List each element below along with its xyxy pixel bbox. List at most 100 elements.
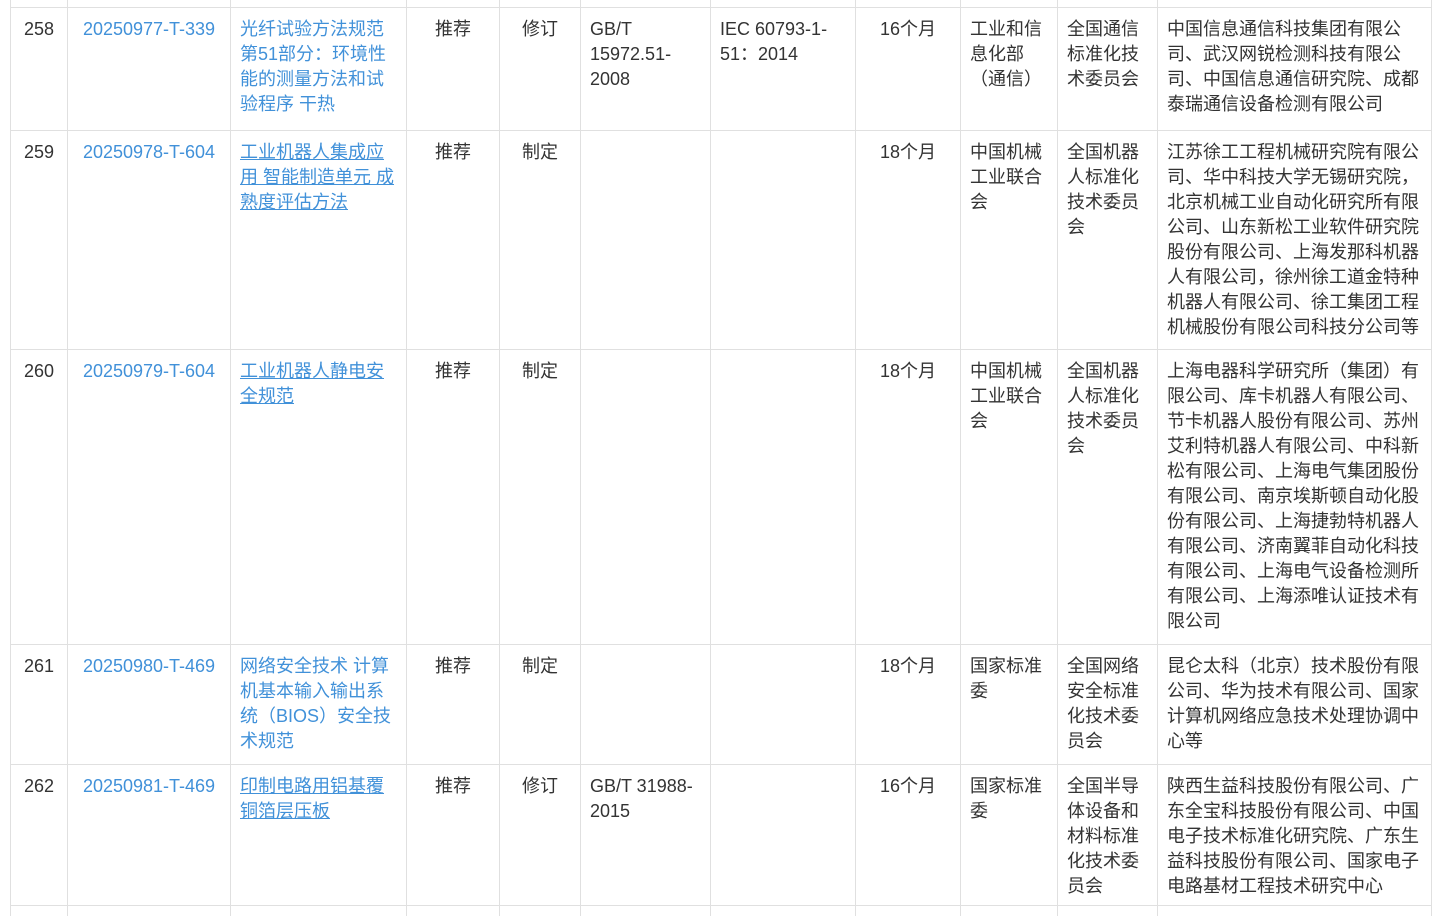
type-text: 制定 <box>522 655 558 676</box>
cell-seq: 261 <box>10 643 68 765</box>
committee-text: 全国通信标准化技术委员会 <box>1067 18 1139 89</box>
seq-number: 260 <box>23 360 55 381</box>
table-row: 261 20250980-T-469 网络安全技术 计算机基本输入输出系统（BI… <box>10 643 1432 765</box>
committee-text: 全国机器人标准化技术委员会 <box>1067 141 1139 237</box>
partial-row-bottom <box>10 904 1432 916</box>
duration-text: 18个月 <box>879 360 937 381</box>
plan-id-link[interactable]: 20250980-T-469 <box>82 655 216 676</box>
cell-department: 国家标准委 <box>960 763 1058 906</box>
cell-duration: 16个月 <box>855 763 961 906</box>
cell-standard-name: 光纤试验方法规范 第51部分：环境性能的测量方法和试验程序 干热 <box>230 6 407 131</box>
cell-type: 修订 <box>499 6 581 131</box>
cell-type: 修订 <box>499 763 581 906</box>
committee-text: 全国网络安全标准化技术委员会 <box>1067 655 1139 751</box>
cell-committee: 全国机器人标准化技术委员会 <box>1057 129 1158 350</box>
seq-number: 258 <box>23 18 55 39</box>
level-text: 推荐 <box>435 18 471 39</box>
duration-text: 16个月 <box>879 775 937 796</box>
plan-id-link[interactable]: 20250977-T-339 <box>82 18 216 39</box>
standard-name-link[interactable]: 光纤试验方法规范 第51部分：环境性能的测量方法和试验程序 干热 <box>240 18 387 114</box>
level-text: 推荐 <box>435 360 471 381</box>
cell-committee: 全国网络安全标准化技术委员会 <box>1057 643 1158 765</box>
table-row: 259 20250978-T-604 工业机器人集成应用 智能制造单元 成熟度评… <box>10 129 1432 350</box>
type-text: 制定 <box>522 141 558 162</box>
type-text: 修订 <box>522 775 558 796</box>
cell-plan-id: 20250981-T-469 <box>67 763 231 906</box>
cell-committee: 全国半导体设备和材料标准化技术委员会 <box>1057 763 1158 906</box>
organizations-text: 陕西生益科技股份有限公司、广东全宝科技股份有限公司、中国电子技术标准化研究院、广… <box>1167 775 1419 896</box>
standard-name-link[interactable]: 工业机器人静电安全规范 <box>240 360 384 406</box>
standard-name-link[interactable]: 网络安全技术 计算机基本输入输出系统（BIOS）安全技术规范 <box>240 655 392 751</box>
cell-international-standard <box>710 763 856 906</box>
level-text: 推荐 <box>435 655 471 676</box>
organizations-text: 昆仑太科（北京）技术股份有限公司、华为技术有限公司、国家计算机网络应急技术处理协… <box>1167 655 1419 751</box>
duration-text: 18个月 <box>879 655 937 676</box>
plan-id-link[interactable]: 20250981-T-469 <box>82 775 216 796</box>
organizations-text: 中国信息通信科技集团有限公司、武汉网锐检测科技有限公司、中国信息通信研究院、成都… <box>1167 18 1419 114</box>
international-standard-text: IEC 60793-1-51：2014 <box>720 18 828 64</box>
cell-standard-name: 网络安全技术 计算机基本输入输出系统（BIOS）安全技术规范 <box>230 643 407 765</box>
partial-row-top <box>10 0 1432 8</box>
organizations-text: 江苏徐工工程机械研究院有限公司、华中科技大学无锡研究院，北京机械工业自动化研究所… <box>1167 141 1419 337</box>
cell-plan-id: 20250980-T-469 <box>67 643 231 765</box>
cell-seq: 258 <box>10 6 68 131</box>
replaced-standard-text: GB/T 15972.51-2008 <box>590 18 672 89</box>
cell-replaced-standard: GB/T 15972.51-2008 <box>580 6 711 131</box>
plan-id-link[interactable]: 20250978-T-604 <box>82 141 216 162</box>
department-text: 中国机械工业联合会 <box>970 141 1042 212</box>
cell-seq: 259 <box>10 129 68 350</box>
table-body: 258 20250977-T-339 光纤试验方法规范 第51部分：环境性能的测… <box>10 0 1432 916</box>
table-row: 262 20250981-T-469 印制电路用铝基覆铜箔层压板 推荐 修订 G… <box>10 763 1432 906</box>
standard-name-link[interactable]: 印制电路用铝基覆铜箔层压板 <box>240 775 384 821</box>
cell-department: 国家标准委 <box>960 643 1058 765</box>
cell-level: 推荐 <box>406 348 500 645</box>
cell-plan-id: 20250977-T-339 <box>67 6 231 131</box>
cell-standard-name: 工业机器人集成应用 智能制造单元 成熟度评估方法 <box>230 129 407 350</box>
cell-organizations: 江苏徐工工程机械研究院有限公司、华中科技大学无锡研究院，北京机械工业自动化研究所… <box>1157 129 1432 350</box>
cell-organizations: 上海电器科学研究所（集团）有限公司、库卡机器人有限公司、节卡机器人股份有限公司、… <box>1157 348 1432 645</box>
committee-text: 全国机器人标准化技术委员会 <box>1067 360 1139 456</box>
standard-name-link[interactable]: 工业机器人集成应用 智能制造单元 成熟度评估方法 <box>240 141 395 212</box>
cell-plan-id: 20250978-T-604 <box>67 129 231 350</box>
cell-international-standard <box>710 348 856 645</box>
cell-organizations: 陕西生益科技股份有限公司、广东全宝科技股份有限公司、中国电子技术标准化研究院、广… <box>1157 763 1432 906</box>
cell-seq: 260 <box>10 348 68 645</box>
cell-level: 推荐 <box>406 643 500 765</box>
level-text: 推荐 <box>435 141 471 162</box>
department-text: 国家标准委 <box>970 655 1042 701</box>
cell-committee: 全国机器人标准化技术委员会 <box>1057 348 1158 645</box>
cell-duration: 16个月 <box>855 6 961 131</box>
cell-department: 中国机械工业联合会 <box>960 348 1058 645</box>
cell-type: 制定 <box>499 129 581 350</box>
cell-organizations: 昆仑太科（北京）技术股份有限公司、华为技术有限公司、国家计算机网络应急技术处理协… <box>1157 643 1432 765</box>
cell-committee: 全国通信标准化技术委员会 <box>1057 6 1158 131</box>
replaced-standard-text: GB/T 31988-2015 <box>590 775 693 821</box>
table-row: 260 20250979-T-604 工业机器人静电安全规范 推荐 制定 18个… <box>10 348 1432 645</box>
cell-replaced-standard: GB/T 31988-2015 <box>580 763 711 906</box>
type-text: 制定 <box>522 360 558 381</box>
cell-international-standard: IEC 60793-1-51：2014 <box>710 6 856 131</box>
cell-duration: 18个月 <box>855 129 961 350</box>
seq-number: 259 <box>23 141 55 162</box>
department-text: 中国机械工业联合会 <box>970 360 1042 431</box>
cell-level: 推荐 <box>406 6 500 131</box>
standards-plan-table: 258 20250977-T-339 光纤试验方法规范 第51部分：环境性能的测… <box>10 0 1432 916</box>
department-text: 工业和信息化部（通信） <box>970 18 1042 89</box>
seq-number: 262 <box>23 775 55 796</box>
seq-number: 261 <box>23 655 55 676</box>
cell-replaced-standard <box>580 348 711 645</box>
cell-department: 工业和信息化部（通信） <box>960 6 1058 131</box>
cell-replaced-standard <box>580 643 711 765</box>
cell-duration: 18个月 <box>855 643 961 765</box>
cell-standard-name: 工业机器人静电安全规范 <box>230 348 407 645</box>
type-text: 修订 <box>522 18 558 39</box>
cell-standard-name: 印制电路用铝基覆铜箔层压板 <box>230 763 407 906</box>
cell-seq: 262 <box>10 763 68 906</box>
level-text: 推荐 <box>435 775 471 796</box>
cell-international-standard <box>710 129 856 350</box>
cell-organizations: 中国信息通信科技集团有限公司、武汉网锐检测科技有限公司、中国信息通信研究院、成都… <box>1157 6 1432 131</box>
plan-id-link[interactable]: 20250979-T-604 <box>82 360 216 381</box>
department-text: 国家标准委 <box>970 775 1042 821</box>
cell-type: 制定 <box>499 348 581 645</box>
cell-replaced-standard <box>580 129 711 350</box>
